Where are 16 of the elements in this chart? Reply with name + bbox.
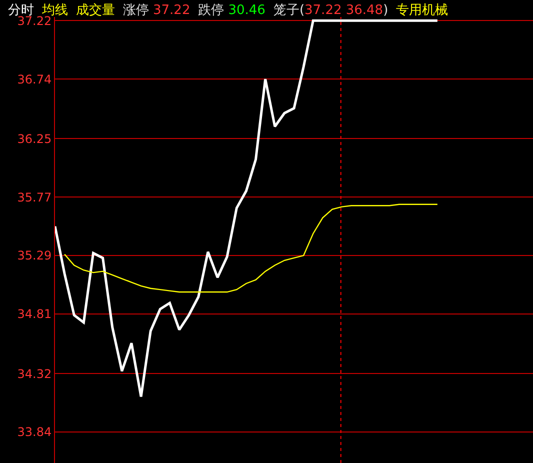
annotation: 笼子(37.22 36.48) bbox=[273, 3, 388, 18]
y-tick-label: 35.77 bbox=[17, 190, 52, 204]
y-tick-label: 35.29 bbox=[17, 248, 52, 263]
y-tick-label: 36.25 bbox=[17, 132, 52, 146]
annotation: 30.46 bbox=[228, 3, 266, 18]
annotation: 成交量 bbox=[76, 3, 115, 18]
y-tick-label: 34.32 bbox=[17, 366, 52, 381]
annotation: 37.22 bbox=[153, 3, 190, 18]
y-tick-label: 36.74 bbox=[17, 72, 52, 86]
line-series bbox=[64, 204, 438, 293]
annotation: 涨停 bbox=[123, 3, 149, 18]
y-tick-label: 34.81 bbox=[17, 307, 52, 322]
annotation: 跌停 bbox=[198, 3, 224, 18]
annotation: 专用机械 bbox=[396, 3, 448, 18]
y-tick-label: 33.84 bbox=[17, 425, 52, 440]
line-series bbox=[55, 19, 439, 398]
